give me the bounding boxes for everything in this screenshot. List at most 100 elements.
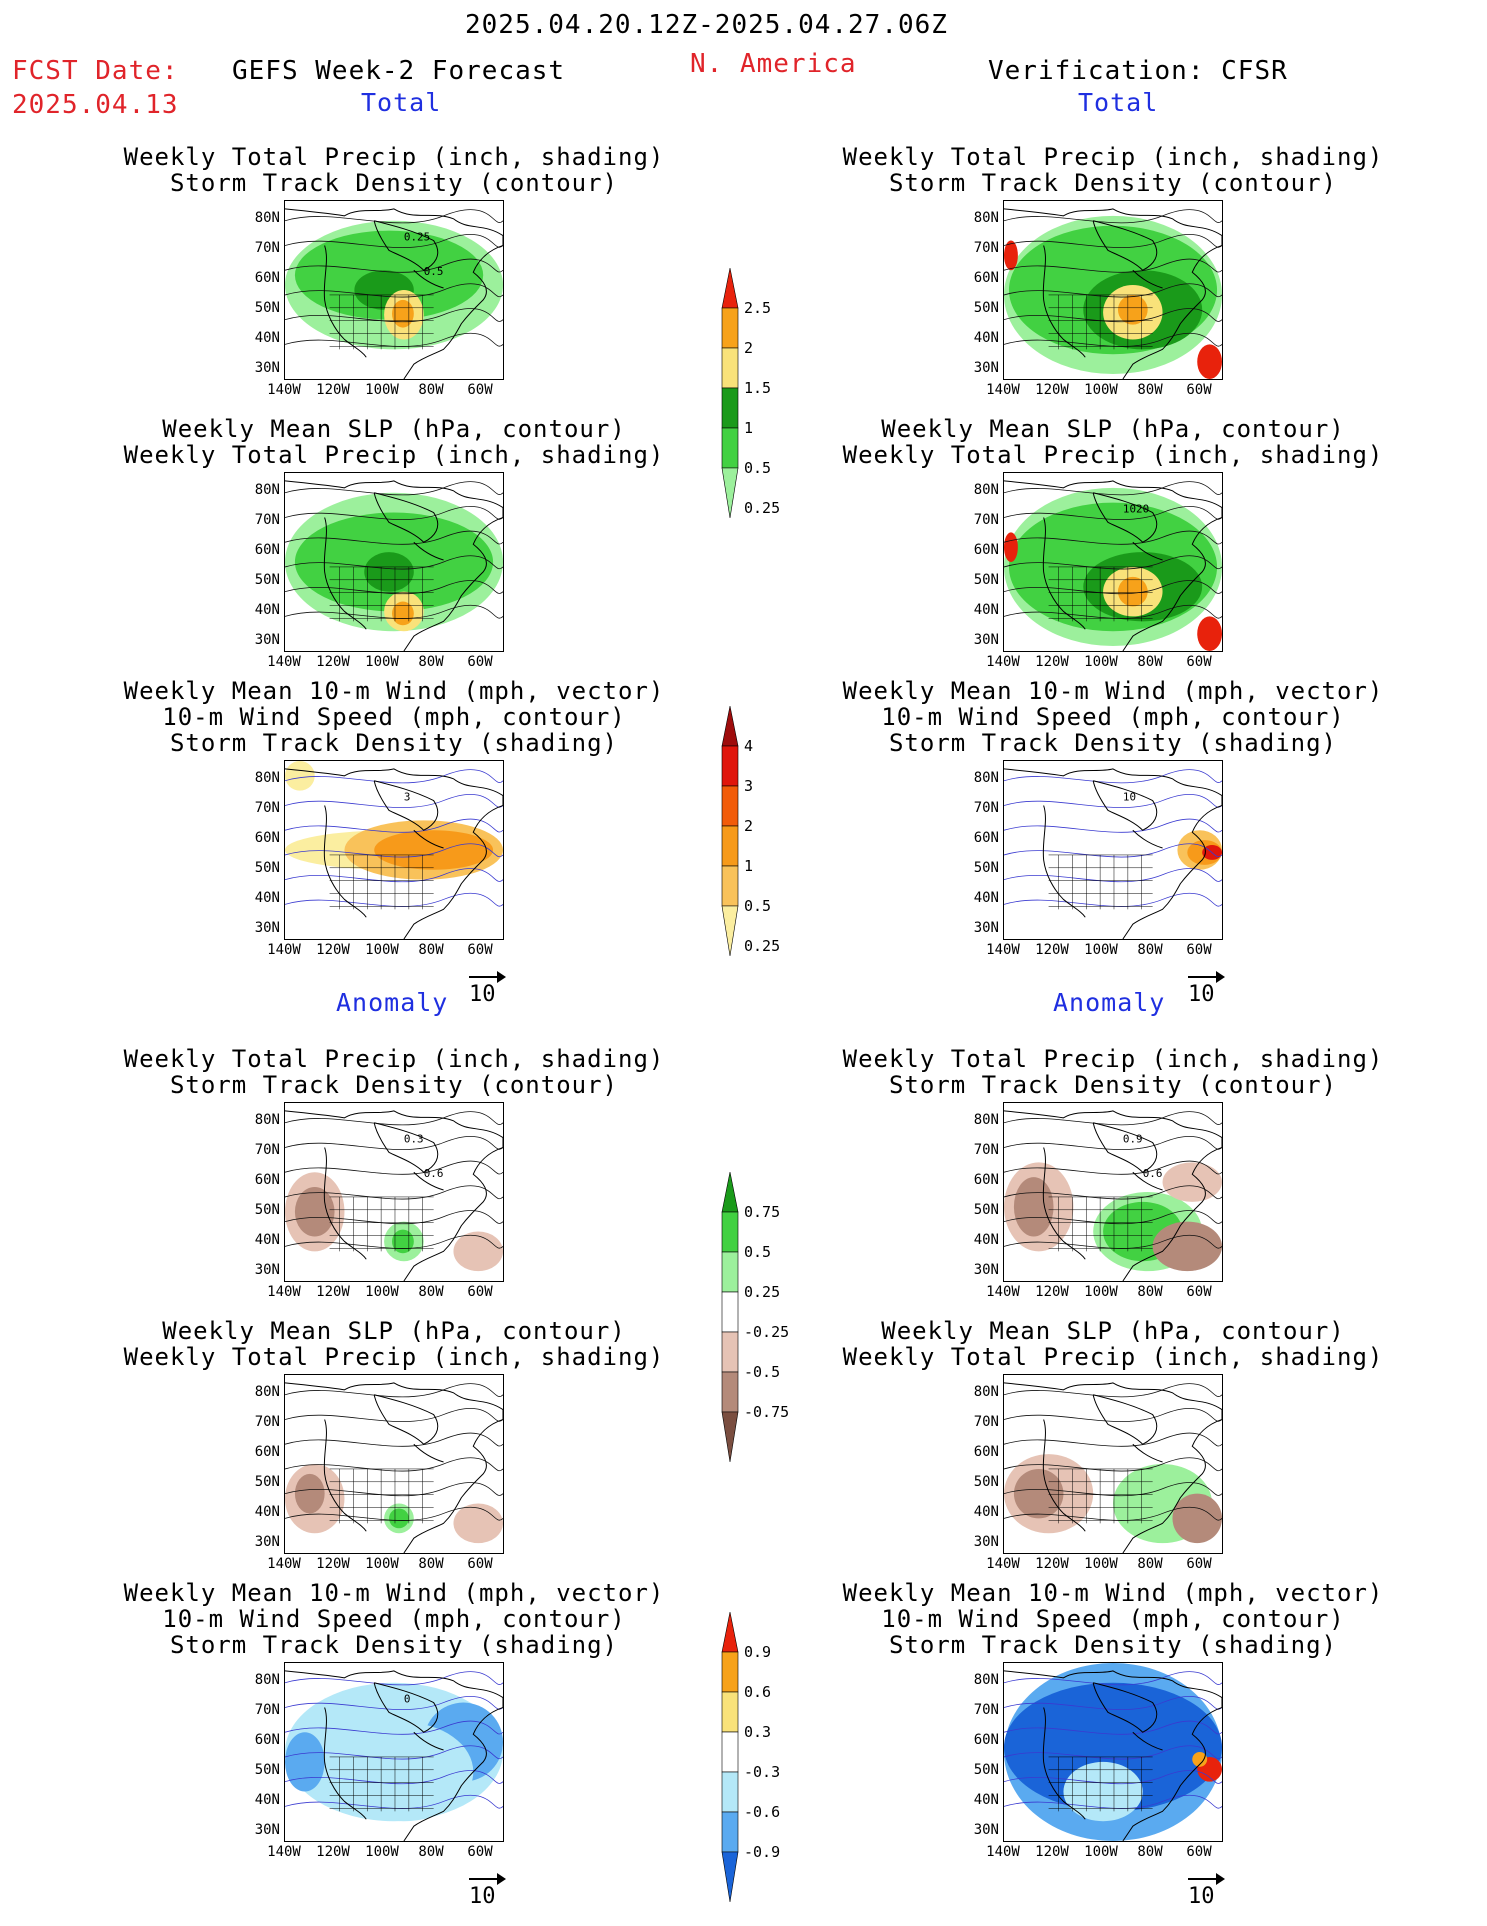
p6r-map <box>1003 1662 1223 1842</box>
p2r-map: 1020 <box>1003 472 1223 652</box>
p5r-map <box>1003 1374 1223 1554</box>
p2l-lon-label: 80W <box>418 654 444 670</box>
p2r-lat-label: 40N <box>973 602 999 618</box>
p5r-lon-label: 100W <box>1084 1556 1118 1572</box>
p4r-map: 0.9 0.6 <box>1003 1102 1223 1282</box>
precip_anom-colorbar <box>721 1171 739 1482</box>
track_total-label: 0.25 <box>744 937 781 955</box>
p4r-lon-label: 140W <box>986 1284 1020 1300</box>
p2l-title: Weekly Mean SLP (hPa, contour) Weekly Tot… <box>123 415 665 469</box>
p1l-lat-label: 50N <box>254 300 280 316</box>
p5l-lon-label: 80W <box>418 1556 444 1572</box>
p5r-lat-label: 80N <box>973 1384 999 1400</box>
p4l-lat-label: 60N <box>254 1172 280 1188</box>
vector-ref-value: 10 <box>1188 1884 1215 1909</box>
p3r-lat-label: 50N <box>973 860 999 876</box>
p3r-lon-label: 100W <box>1084 942 1118 958</box>
p6l-contour-label: 0 <box>404 1693 411 1706</box>
p1r-map <box>1003 200 1223 380</box>
p1r-lon-label: 100W <box>1084 382 1118 398</box>
p5r-lat-label: 40N <box>973 1504 999 1520</box>
p6l-map: 0 <box>284 1662 504 1842</box>
p5r-lon-label: 120W <box>1035 1556 1069 1572</box>
p2r-lon-label: 120W <box>1035 654 1069 670</box>
p3l-lon-label: 140W <box>267 942 301 958</box>
p4r-lat-label: 40N <box>973 1232 999 1248</box>
p3r-contour-label: 10 <box>1123 791 1136 804</box>
track_anom-colorbar <box>721 1611 739 1922</box>
p1l-title: Weekly Total Precip (inch, shading) Storm… <box>123 143 665 197</box>
p6l-lat-label: 40N <box>254 1792 280 1808</box>
arrow-shaft <box>1188 976 1220 978</box>
track_total-label: 1 <box>744 857 754 875</box>
arrow-shaft <box>469 1878 501 1880</box>
p4r-title: Weekly Total Precip (inch, shading) Storm… <box>842 1045 1384 1099</box>
arrow-shaft <box>469 976 501 978</box>
p3r-lat-label: 60N <box>973 830 999 846</box>
p1r-lat-label: 80N <box>973 210 999 226</box>
p5r-lat-label: 70N <box>973 1414 999 1430</box>
p2r-lat-label: 80N <box>973 482 999 498</box>
p4l-lat-label: 80N <box>254 1112 280 1128</box>
p6l-lat-label: 80N <box>254 1672 280 1688</box>
p1r-lon-label: 60W <box>1186 382 1212 398</box>
p6l-lat-label: 70N <box>254 1702 280 1718</box>
p2l-map <box>284 472 504 652</box>
p1r-lat-label: 60N <box>973 270 999 286</box>
p4r-lat-label: 70N <box>973 1142 999 1158</box>
p6l-lon-label: 100W <box>365 1844 399 1860</box>
arrow-shaft <box>1188 1878 1220 1880</box>
p6l-lat-label: 60N <box>254 1732 280 1748</box>
precip_total-label: 0.5 <box>744 459 772 477</box>
arrow-head-icon <box>1216 1873 1225 1885</box>
p6l-lat-label: 30N <box>254 1822 280 1838</box>
p4l-lon-label: 60W <box>467 1284 493 1300</box>
p1r-lon-label: 80W <box>1137 382 1163 398</box>
p2r-lat-label: 70N <box>973 512 999 528</box>
p4l-lat-label: 30N <box>254 1262 280 1278</box>
precip_anom-label: -0.25 <box>744 1323 790 1341</box>
p6r-lat-label: 40N <box>973 1792 999 1808</box>
p5l-lat-label: 60N <box>254 1444 280 1460</box>
p2l-lat-label: 60N <box>254 542 280 558</box>
region-title: N. America <box>690 49 857 79</box>
track_total-label: 3 <box>744 777 754 795</box>
p1r-lon-label: 140W <box>986 382 1020 398</box>
p2r-lon-label: 140W <box>986 654 1020 670</box>
p3l-lon-label: 120W <box>316 942 350 958</box>
p5l-lon-label: 100W <box>365 1556 399 1572</box>
p1l-lon-label: 100W <box>365 382 399 398</box>
right-anomaly-label: Anomaly <box>1053 988 1166 1017</box>
p1r-lat-label: 40N <box>973 330 999 346</box>
p2r-lat-label: 50N <box>973 572 999 588</box>
p2l-lat-label: 80N <box>254 482 280 498</box>
p3l-map: 3 <box>284 760 504 940</box>
precip_anom-label: -0.75 <box>744 1403 790 1421</box>
p1l-lat-label: 70N <box>254 240 280 256</box>
p3r-lat-label: 80N <box>973 770 999 786</box>
p4l-lon-label: 100W <box>365 1284 399 1300</box>
p5r-lon-label: 140W <box>986 1556 1020 1572</box>
track_anom-label: 0.3 <box>744 1723 772 1741</box>
p5l-lon-label: 140W <box>267 1556 301 1572</box>
p2r-lon-label: 100W <box>1084 654 1118 670</box>
p6r-lon-label: 100W <box>1084 1844 1118 1860</box>
p4r-contour-label: 0.9 <box>1123 1133 1143 1146</box>
p5l-lat-label: 40N <box>254 1504 280 1520</box>
p2r-lat-label: 60N <box>973 542 999 558</box>
track_anom-label: -0.9 <box>744 1843 781 1861</box>
p3r-lat-label: 70N <box>973 800 999 816</box>
left-anomaly-label: Anomaly <box>336 988 449 1017</box>
p5l-lat-label: 70N <box>254 1414 280 1430</box>
track_anom-label: 0.6 <box>744 1683 772 1701</box>
p6l-lon-label: 140W <box>267 1844 301 1860</box>
p6r-lon-label: 60W <box>1186 1844 1212 1860</box>
p6r-lat-label: 50N <box>973 1762 999 1778</box>
p2r-lon-label: 60W <box>1186 654 1212 670</box>
p1l-lat-label: 40N <box>254 330 280 346</box>
p2r-title: Weekly Mean SLP (hPa, contour) Weekly Tot… <box>842 415 1384 469</box>
p4l-lon-label: 140W <box>267 1284 301 1300</box>
p6r-lon-label: 140W <box>986 1844 1020 1860</box>
p4l-lat-label: 70N <box>254 1142 280 1158</box>
p1l-contour-label: 0.5 <box>424 265 444 278</box>
